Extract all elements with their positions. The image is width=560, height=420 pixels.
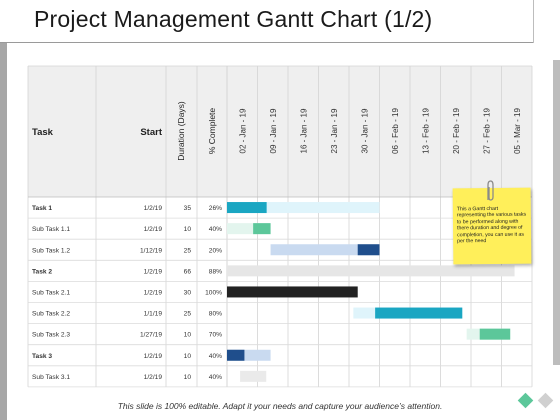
timeline-label: 06 - Feb - 19 bbox=[391, 108, 400, 154]
header-complete: % Complete bbox=[207, 108, 217, 155]
row-start: 1/27/19 bbox=[140, 332, 162, 339]
paperclip-icon bbox=[487, 180, 494, 201]
page-title: Project Management Gantt Chart (1/2) bbox=[34, 6, 433, 32]
row-start: 1/2/19 bbox=[144, 205, 163, 212]
row-duration: 10 bbox=[184, 353, 192, 360]
timeline-label: 20 - Feb - 19 bbox=[452, 108, 461, 154]
footer-text: This slide is 100% editable. Adapt it yo… bbox=[117, 401, 443, 411]
header-duration: Duration (Days) bbox=[176, 101, 186, 161]
row-complete: 26% bbox=[209, 205, 222, 212]
row-task-name: Sub Task 2.2 bbox=[32, 311, 70, 318]
left-accent-bar bbox=[0, 43, 7, 420]
row-duration: 25 bbox=[184, 247, 192, 254]
row-complete: 80% bbox=[209, 311, 222, 318]
gantt-bar-progress bbox=[479, 328, 511, 340]
row-task-name: Sub Task 3.1 bbox=[32, 374, 70, 381]
timeline-label: 09 - Jan - 19 bbox=[269, 108, 278, 153]
row-complete: 70% bbox=[209, 332, 222, 339]
header-start: Start bbox=[140, 127, 162, 138]
title-divider bbox=[0, 42, 533, 43]
gantt-bar bbox=[270, 244, 380, 256]
row-duration: 30 bbox=[184, 289, 192, 296]
gantt-bar bbox=[227, 202, 380, 214]
row-start: 1/2/19 bbox=[144, 226, 163, 233]
timeline-label: 30 - Jan - 19 bbox=[360, 108, 369, 153]
row-task-name: Task 1 bbox=[32, 205, 52, 212]
row-complete: 40% bbox=[209, 374, 222, 381]
timeline-label: 05 - Mar - 19 bbox=[513, 108, 522, 154]
table-header-bg bbox=[28, 66, 532, 197]
row-complete: 40% bbox=[209, 353, 222, 360]
row-complete: 88% bbox=[209, 268, 222, 275]
row-duration: 10 bbox=[184, 226, 192, 233]
gantt-bar bbox=[240, 370, 267, 382]
gantt-bar bbox=[227, 349, 271, 361]
row-task-name: Task 3 bbox=[32, 353, 52, 360]
row-start: 1/2/19 bbox=[144, 374, 163, 381]
row-duration: 35 bbox=[184, 205, 192, 212]
gantt-bar-progress bbox=[227, 349, 245, 361]
row-duration: 10 bbox=[184, 374, 192, 381]
row-start: 1/2/19 bbox=[144, 289, 163, 296]
row-start: 1/12/19 bbox=[140, 247, 162, 254]
gantt-bar-progress bbox=[357, 244, 380, 256]
row-duration: 25 bbox=[184, 311, 192, 318]
title-corner-line bbox=[533, 0, 534, 43]
row-complete: 40% bbox=[209, 226, 222, 233]
timeline-label: 23 - Jan - 19 bbox=[330, 108, 339, 153]
row-start: 1/1/19 bbox=[144, 311, 163, 318]
header-task: Task bbox=[32, 127, 54, 138]
gantt-bar-progress bbox=[253, 223, 271, 235]
gantt-bar bbox=[227, 286, 358, 298]
row-complete: 100% bbox=[205, 289, 222, 296]
row-task-name: Sub Task 2.1 bbox=[32, 289, 70, 296]
row-task-name: Sub Task 1.1 bbox=[32, 226, 70, 233]
gantt-bar bbox=[227, 223, 271, 235]
row-duration: 10 bbox=[184, 332, 192, 339]
row-task-name: Sub Task 2.3 bbox=[32, 332, 70, 339]
gantt-bar bbox=[227, 265, 515, 277]
row-task-name: Sub Task 1.2 bbox=[32, 247, 70, 254]
sticky-note-text: This a Gantt chart representing the vari… bbox=[456, 205, 527, 245]
row-task-name: Task 2 bbox=[32, 268, 52, 275]
row-start: 1/2/19 bbox=[144, 268, 163, 275]
row-complete: 20% bbox=[209, 247, 222, 254]
timeline-label: 16 - Jan - 19 bbox=[299, 108, 308, 153]
row-duration: 66 bbox=[184, 268, 192, 275]
right-accent-bar bbox=[553, 60, 560, 365]
timeline-label: 27 - Feb - 19 bbox=[482, 108, 491, 154]
gantt-bar-progress bbox=[227, 202, 267, 214]
timeline-label: 13 - Feb - 19 bbox=[421, 108, 430, 154]
gantt-bar-progress bbox=[375, 307, 463, 319]
row-start: 1/2/19 bbox=[144, 353, 163, 360]
timeline-label: 02 - Jan - 19 bbox=[238, 108, 247, 153]
